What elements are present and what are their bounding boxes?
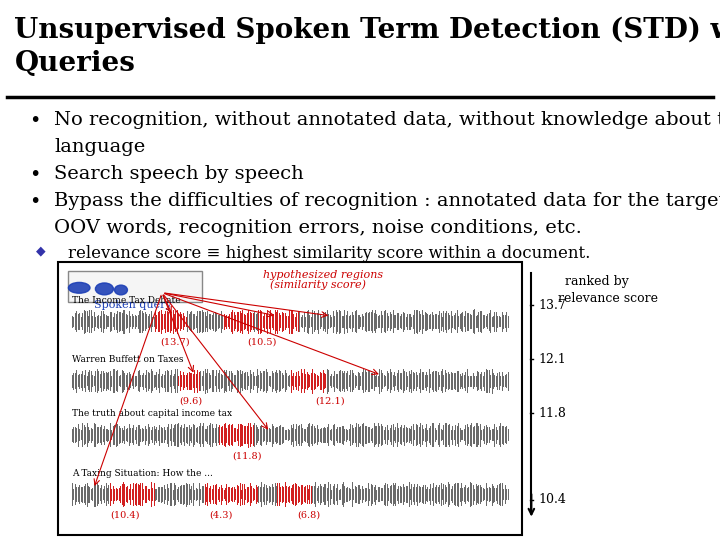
Text: 13.7: 13.7 <box>539 299 567 312</box>
Text: (12.1): (12.1) <box>315 397 345 406</box>
Text: 10.4: 10.4 <box>539 493 567 506</box>
Bar <box>68 271 202 302</box>
Text: (11.8): (11.8) <box>232 452 261 461</box>
Text: Search speech by speech: Search speech by speech <box>54 165 304 183</box>
Text: relevance score: relevance score <box>558 292 658 305</box>
Text: The Income Tax Debate: The Income Tax Debate <box>72 296 181 305</box>
Text: language: language <box>54 138 145 156</box>
Text: •: • <box>29 192 40 211</box>
Text: The truth about capital income tax: The truth about capital income tax <box>72 409 232 418</box>
Text: (similarity score): (similarity score) <box>270 280 366 291</box>
Bar <box>58 262 522 535</box>
Text: (6.8): (6.8) <box>297 510 320 519</box>
Text: Warren Buffett on Taxes: Warren Buffett on Taxes <box>72 355 184 364</box>
Text: OOV words, recognition errors, noise conditions, etc.: OOV words, recognition errors, noise con… <box>54 219 582 237</box>
Text: No recognition, without annotated data, without knowledge about the: No recognition, without annotated data, … <box>54 111 720 129</box>
Text: ranked by: ranked by <box>565 275 629 288</box>
Ellipse shape <box>95 283 114 295</box>
Text: A Taxing Situation: How the ...: A Taxing Situation: How the ... <box>72 469 213 478</box>
Text: Bypass the difficulties of recognition : annotated data for the target domain,: Bypass the difficulties of recognition :… <box>54 192 720 210</box>
Ellipse shape <box>68 282 90 293</box>
Text: Unsupervised Spoken Term Detection (STD) with Spoken
Queries: Unsupervised Spoken Term Detection (STD)… <box>14 16 720 77</box>
Text: (10.4): (10.4) <box>110 510 140 519</box>
Text: •: • <box>29 165 40 184</box>
Text: •: • <box>29 111 40 130</box>
Text: Spoken query: Spoken query <box>94 300 171 310</box>
Text: (10.5): (10.5) <box>247 338 276 347</box>
Text: (13.7): (13.7) <box>160 338 189 347</box>
Text: ◆: ◆ <box>36 245 45 258</box>
Ellipse shape <box>114 285 127 295</box>
Text: (4.3): (4.3) <box>210 510 233 519</box>
Text: 11.8: 11.8 <box>539 407 567 420</box>
Text: relevance score ≡ highest similarity score within a document.: relevance score ≡ highest similarity sco… <box>68 245 591 261</box>
Text: hypothesized regions: hypothesized regions <box>263 270 383 280</box>
Text: 12.1: 12.1 <box>539 353 567 366</box>
Text: (9.6): (9.6) <box>179 397 202 406</box>
